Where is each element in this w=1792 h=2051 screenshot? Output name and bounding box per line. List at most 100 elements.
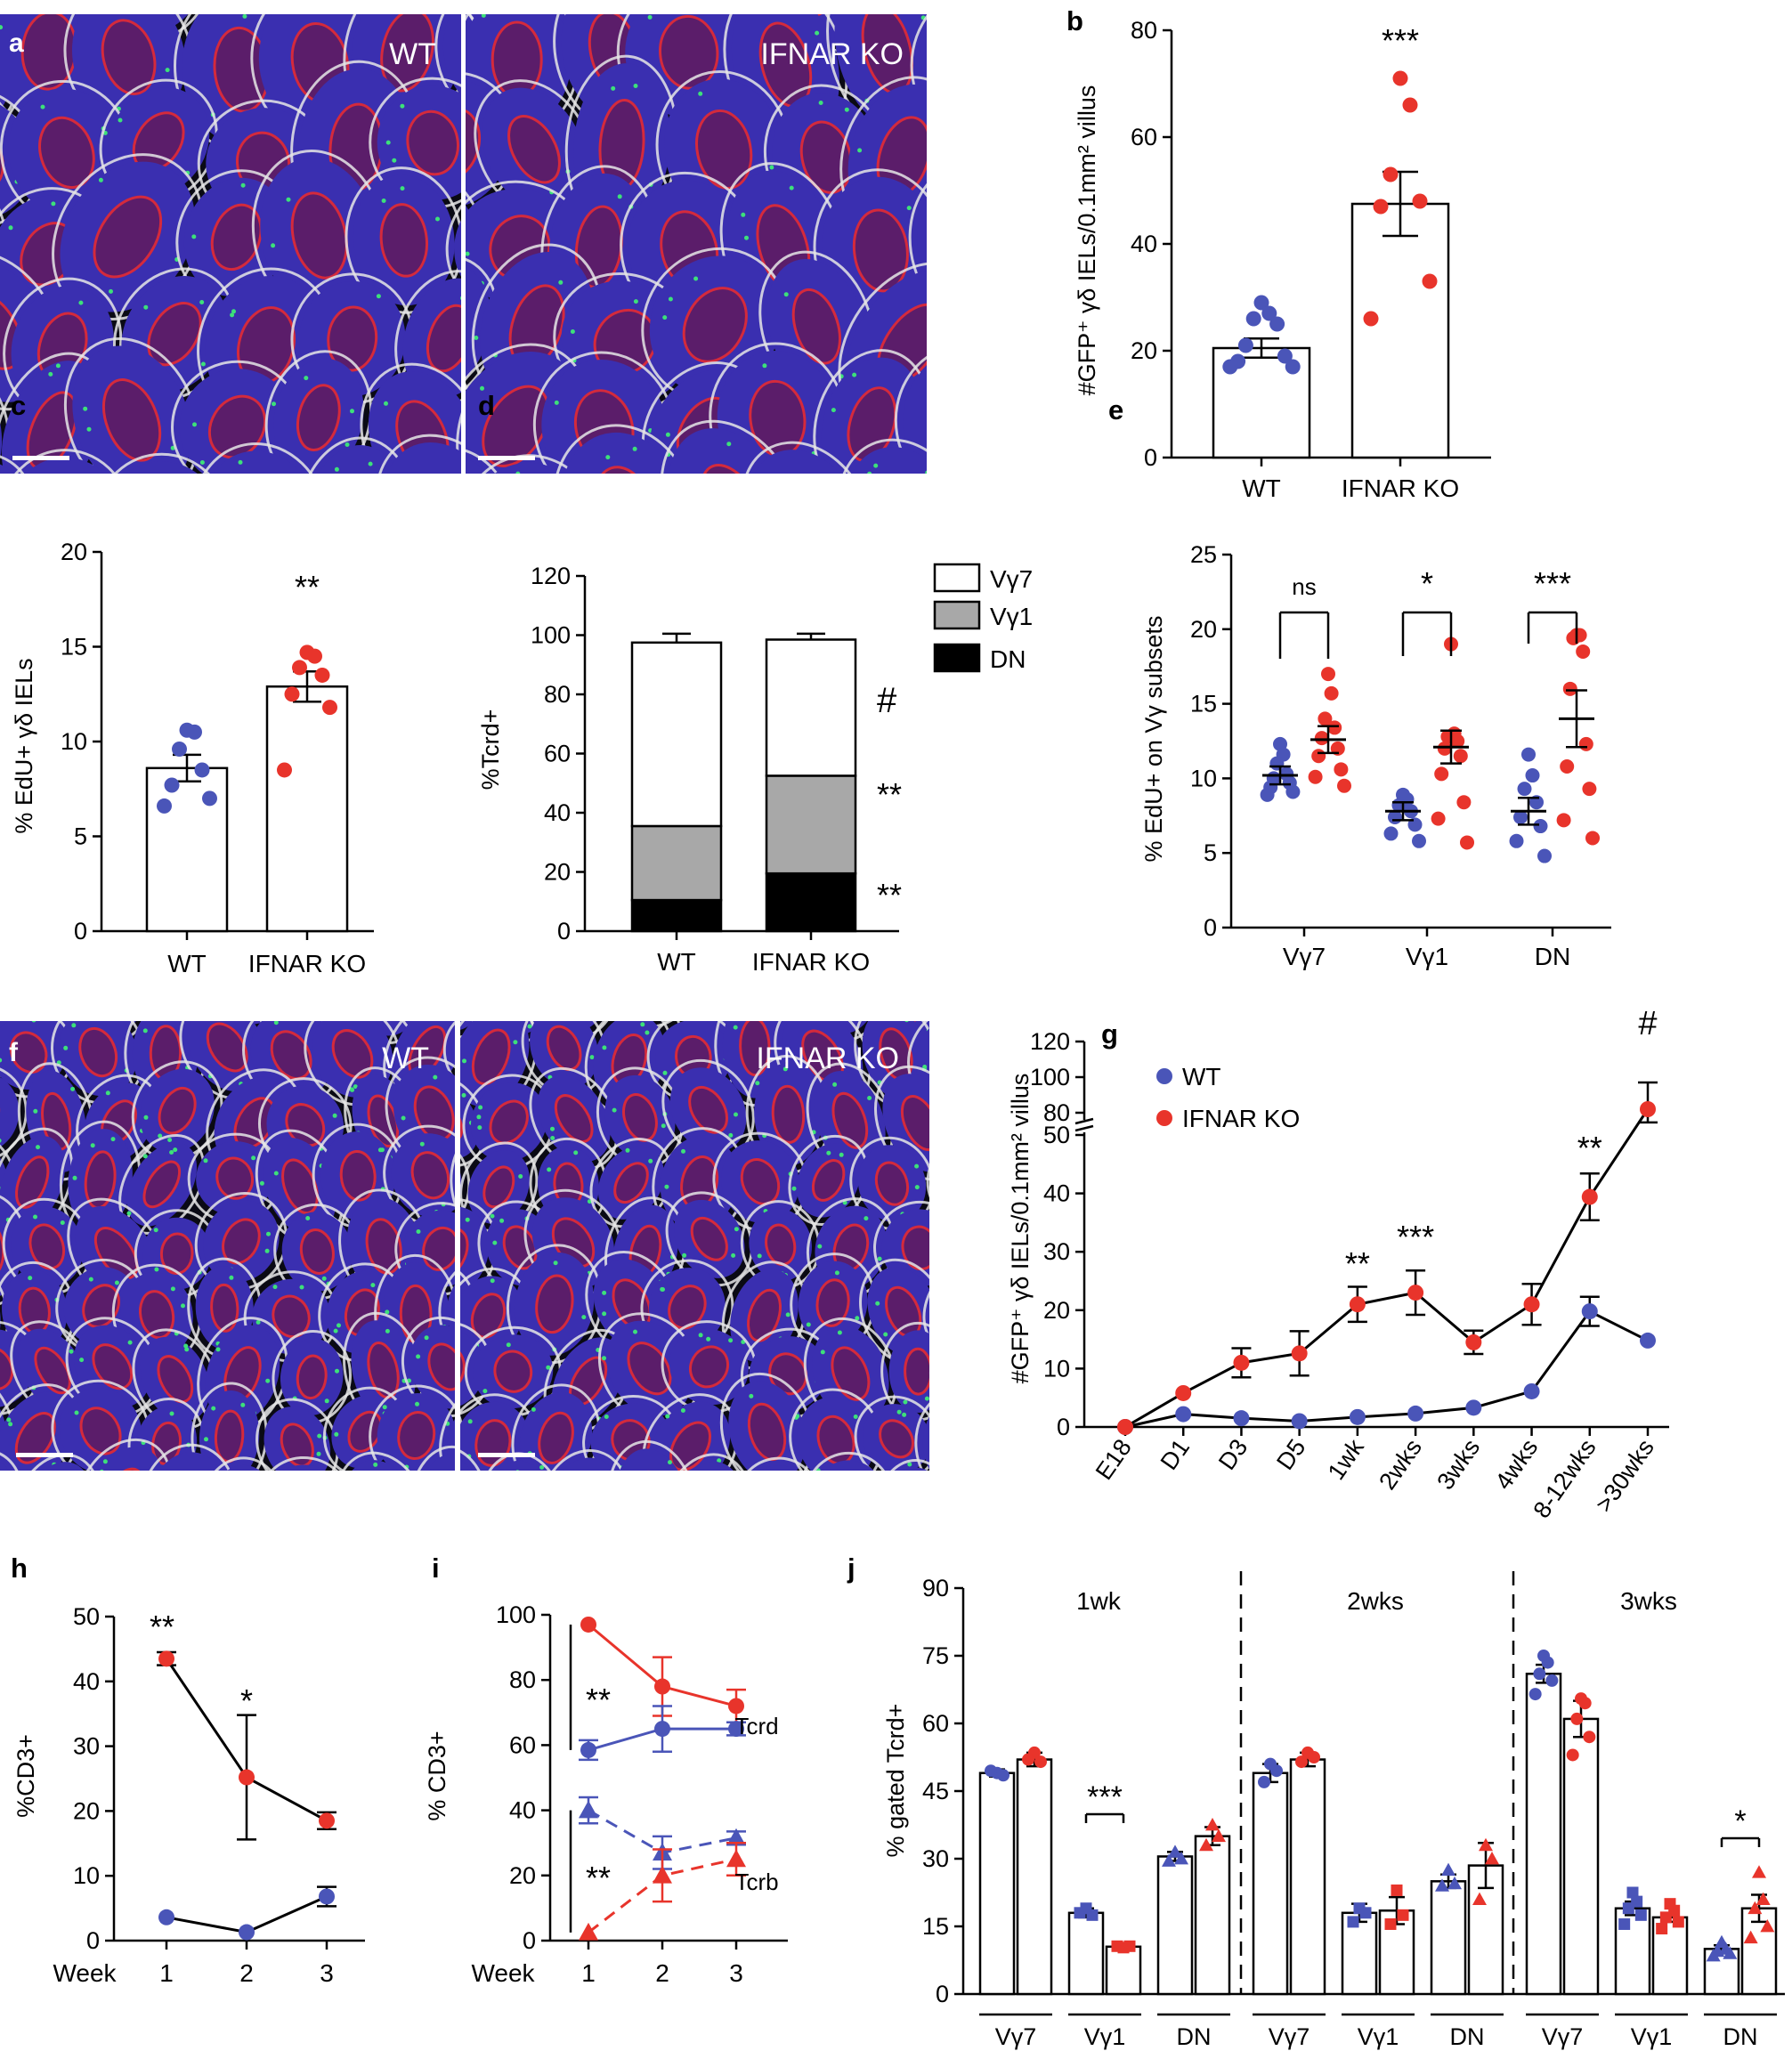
villus-cross-section bbox=[111, 1263, 202, 1366]
villus-core bbox=[339, 1150, 377, 1202]
villus-cross-section bbox=[191, 442, 329, 474]
villus-core bbox=[418, 957, 466, 1016]
gfp-cell bbox=[401, 1115, 406, 1121]
gfp-cell bbox=[477, 1125, 482, 1131]
gfp-cell bbox=[376, 294, 381, 299]
villus-outline bbox=[345, 166, 461, 314]
villus-outline bbox=[442, 1021, 455, 1098]
gfp-cell bbox=[200, 361, 206, 367]
gfp-cell bbox=[906, 206, 912, 211]
gfp-cell bbox=[332, 1113, 337, 1118]
villus-outline bbox=[0, 449, 133, 474]
gfp-cell bbox=[665, 432, 670, 437]
bar bbox=[1525, 1673, 1562, 1996]
data-point bbox=[158, 1650, 174, 1667]
data-point bbox=[1485, 1852, 1499, 1865]
villus-core bbox=[329, 477, 384, 564]
gfp-cell bbox=[941, 1325, 945, 1330]
villus-core bbox=[101, 19, 157, 96]
gfp-cell bbox=[530, 1543, 534, 1547]
data-point bbox=[1566, 630, 1581, 645]
data-point bbox=[1373, 199, 1389, 215]
gfp-cell bbox=[877, 1256, 882, 1261]
gfp-cell bbox=[102, 1459, 108, 1464]
axis-break-mark bbox=[1074, 1117, 1094, 1125]
villus-core bbox=[954, 1162, 985, 1201]
micrograph-a-ko-label: IFNAR KO bbox=[760, 37, 904, 71]
gfp-cell bbox=[557, 1523, 562, 1528]
gfp-cell bbox=[531, 1407, 536, 1412]
data-point bbox=[1397, 1909, 1409, 1921]
villus-core bbox=[901, 1225, 929, 1271]
significance-bracket bbox=[1720, 1836, 1761, 1847]
gfp-cell bbox=[427, 1477, 432, 1481]
gfp-cell bbox=[984, 1064, 988, 1068]
gfp-cell bbox=[379, 1147, 385, 1153]
villus-core bbox=[969, 291, 1042, 384]
y-tick-label: 30 bbox=[922, 1845, 949, 1872]
gfp-cell bbox=[968, 23, 972, 28]
micrograph-f-ko bbox=[418, 957, 1024, 1553]
legend-marker bbox=[1156, 1110, 1172, 1126]
gfp-cell bbox=[617, 194, 622, 199]
data-point bbox=[1545, 1674, 1559, 1687]
gfp-cell bbox=[0, 1138, 2, 1143]
villus-epithelium bbox=[945, 1447, 1024, 1553]
villus-core bbox=[593, 466, 656, 474]
data-point bbox=[1245, 311, 1261, 327]
y-tick-label: 80 bbox=[544, 681, 571, 708]
gfp-cell bbox=[152, 1510, 157, 1514]
gfp-cell bbox=[661, 1123, 666, 1129]
gfp-cell bbox=[337, 1323, 341, 1328]
data-point bbox=[319, 1812, 335, 1829]
villus-core bbox=[747, 1288, 782, 1342]
data-point bbox=[172, 742, 187, 758]
gfp-cell bbox=[527, 1024, 532, 1029]
gfp-cell bbox=[668, 296, 673, 302]
chart-j: j 0 15 30 45 60 75 90 % gated Tcrd+ 1wk Vγ7 Vγ1 DN 2w… bbox=[847, 1552, 1785, 2050]
villus-core bbox=[56, 0, 108, 14]
gfp-cell bbox=[74, 1410, 79, 1415]
gfp-cell bbox=[74, 985, 78, 989]
gfp-cell bbox=[507, 575, 512, 580]
villus-outline bbox=[875, 1458, 929, 1471]
gfp-cell bbox=[271, 243, 276, 248]
gfp-cell bbox=[971, 1273, 976, 1277]
data-point bbox=[1533, 819, 1548, 834]
x-axis-label: Week bbox=[471, 1959, 535, 1987]
villus-epithelium bbox=[922, 67, 1063, 215]
gfp-cell bbox=[466, 1488, 471, 1493]
gfp-cell bbox=[118, 118, 123, 123]
data-point bbox=[307, 648, 322, 664]
bar bbox=[1289, 1758, 1326, 1996]
gfp-cell bbox=[255, 1528, 259, 1532]
gfp-cell bbox=[818, 101, 823, 105]
villus-core bbox=[847, 386, 897, 463]
villus-core bbox=[489, 1099, 529, 1145]
data-point bbox=[653, 1865, 672, 1884]
villus-core bbox=[491, 970, 534, 1020]
y-tick-label: 40 bbox=[509, 1797, 536, 1824]
gfp-cell bbox=[462, 1058, 466, 1064]
data-point bbox=[1237, 337, 1253, 353]
villus-core bbox=[397, 1411, 436, 1461]
error-bar bbox=[1392, 800, 1414, 822]
villus-core bbox=[9, 1031, 48, 1074]
panel-a: a WT IFNAR KO bbox=[0, 0, 1063, 580]
data-point bbox=[1233, 1410, 1250, 1427]
villus-core bbox=[270, 1030, 312, 1081]
villus-cross-section bbox=[63, 336, 200, 474]
gfp-cell bbox=[465, 1217, 470, 1222]
gfp-cell bbox=[33, 1214, 37, 1220]
gfp-cell bbox=[943, 1357, 947, 1361]
data-point bbox=[1634, 1909, 1647, 1921]
chart-i: i 0 20 40 60 80 100 % CD3+ 1 2 3 Week ** ** Tcrd Tcrb bbox=[424, 1552, 788, 1987]
y-tick-label: 30 bbox=[73, 1733, 100, 1760]
data-point bbox=[1509, 833, 1524, 848]
x-tick-label: 1wk bbox=[1323, 1434, 1369, 1485]
data-point bbox=[1308, 1751, 1320, 1763]
error-bar bbox=[1244, 336, 1279, 360]
villus-core bbox=[299, 1228, 335, 1275]
data-point bbox=[187, 724, 202, 740]
